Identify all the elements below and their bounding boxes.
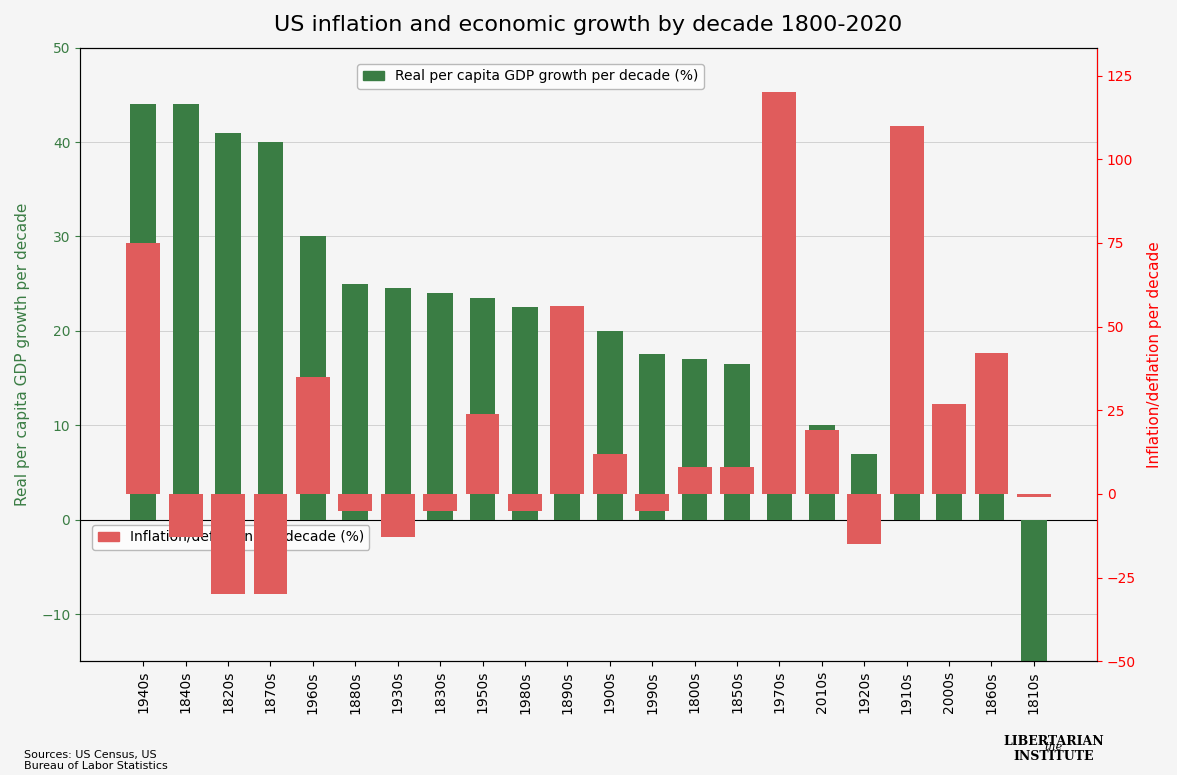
- Bar: [470, 298, 496, 520]
- Bar: [131, 105, 157, 520]
- Bar: [300, 236, 326, 520]
- Bar: [809, 425, 834, 520]
- Bar: [851, 453, 877, 520]
- Text: LIBERTARIAN
INSTITUTE: LIBERTARIAN INSTITUTE: [1003, 735, 1104, 763]
- Bar: [636, 494, 669, 511]
- Bar: [1020, 520, 1046, 661]
- Bar: [253, 494, 287, 594]
- Bar: [766, 421, 792, 520]
- Bar: [639, 354, 665, 520]
- Bar: [424, 494, 457, 511]
- Legend: Inflation/deflation per decade (%): Inflation/deflation per decade (%): [92, 525, 370, 550]
- Bar: [215, 133, 241, 520]
- Bar: [805, 430, 839, 494]
- Bar: [678, 467, 712, 494]
- Bar: [936, 458, 962, 520]
- Bar: [720, 467, 754, 494]
- Bar: [381, 494, 414, 537]
- Bar: [512, 307, 538, 520]
- Bar: [763, 92, 797, 494]
- Bar: [508, 494, 541, 511]
- Bar: [893, 453, 919, 520]
- Bar: [211, 494, 245, 594]
- Bar: [554, 312, 580, 520]
- Y-axis label: Inflation/deflation per decade: Inflation/deflation per decade: [1148, 241, 1162, 468]
- Bar: [593, 453, 626, 494]
- Bar: [724, 364, 750, 520]
- Bar: [975, 353, 1009, 494]
- Bar: [126, 243, 160, 494]
- Bar: [932, 404, 966, 494]
- Bar: [978, 458, 1004, 520]
- Bar: [173, 105, 199, 520]
- Bar: [427, 293, 453, 520]
- Y-axis label: Real per capita GDP growth per decade: Real per capita GDP growth per decade: [15, 203, 29, 506]
- Bar: [258, 142, 284, 520]
- Bar: [890, 126, 924, 494]
- Bar: [168, 494, 202, 537]
- Bar: [551, 306, 584, 494]
- Bar: [681, 359, 707, 520]
- Bar: [1017, 494, 1051, 498]
- Bar: [847, 494, 882, 544]
- Text: the: the: [1044, 742, 1063, 752]
- Bar: [338, 494, 372, 511]
- Bar: [597, 331, 623, 520]
- Text: Sources: US Census, US
Bureau of Labor Statistics: Sources: US Census, US Bureau of Labor S…: [24, 749, 167, 771]
- Title: US inflation and economic growth by decade 1800-2020: US inflation and economic growth by deca…: [274, 15, 903, 35]
- Bar: [343, 284, 368, 520]
- Bar: [385, 288, 411, 520]
- Bar: [466, 414, 499, 494]
- Bar: [295, 377, 330, 494]
